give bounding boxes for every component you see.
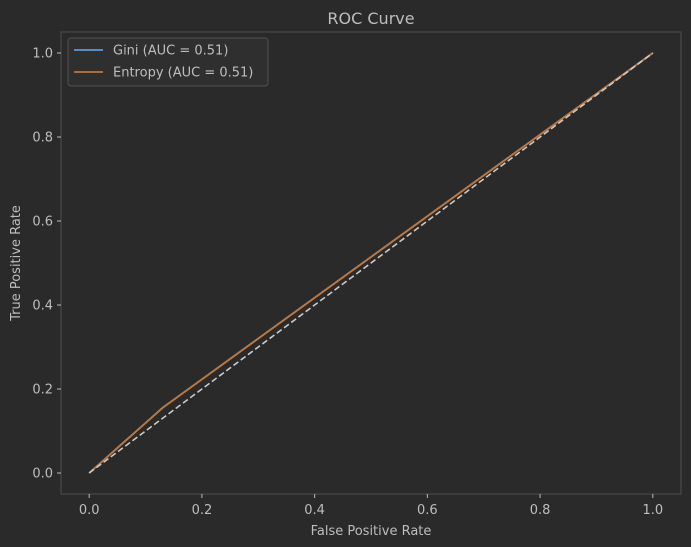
x-tick-label: 0.6 (417, 503, 438, 518)
x-tick-label: 0.2 (192, 503, 213, 518)
x-tick-label: 1.0 (642, 503, 663, 518)
y-tick-label: 0.0 (32, 467, 53, 482)
chart-title: ROC Curve (327, 9, 414, 28)
legend: Gini (AUC = 0.51) Entropy (AUC = 0.51) (67, 37, 269, 87)
x-tick-label: 0.4 (304, 503, 325, 518)
legend-box (67, 37, 269, 87)
reference-diagonal-line (88, 52, 654, 474)
y-axis: 0.0 0.2 0.4 0.6 0.8 1.0 (32, 47, 61, 482)
y-tick-label: 0.6 (32, 215, 53, 230)
legend-label: Gini (AUC = 0.51) (113, 44, 228, 59)
x-axis-label: False Positive Rate (311, 524, 432, 539)
series-group (88, 52, 654, 474)
x-axis: 0.0 0.2 0.4 0.6 0.8 1.0 (79, 494, 663, 518)
x-tick-label: 0.0 (79, 503, 100, 518)
legend-label: Entropy (AUC = 0.51) (113, 66, 253, 81)
y-tick-label: 0.4 (32, 299, 53, 314)
x-tick-label: 0.8 (530, 503, 551, 518)
series-line-entropy (88, 52, 654, 474)
y-tick-label: 0.8 (32, 131, 53, 146)
y-axis-label: True Positive Rate (9, 205, 24, 322)
plot-frame (60, 31, 682, 495)
y-tick-label: 1.0 (32, 47, 53, 62)
y-tick-label: 0.2 (32, 383, 53, 398)
